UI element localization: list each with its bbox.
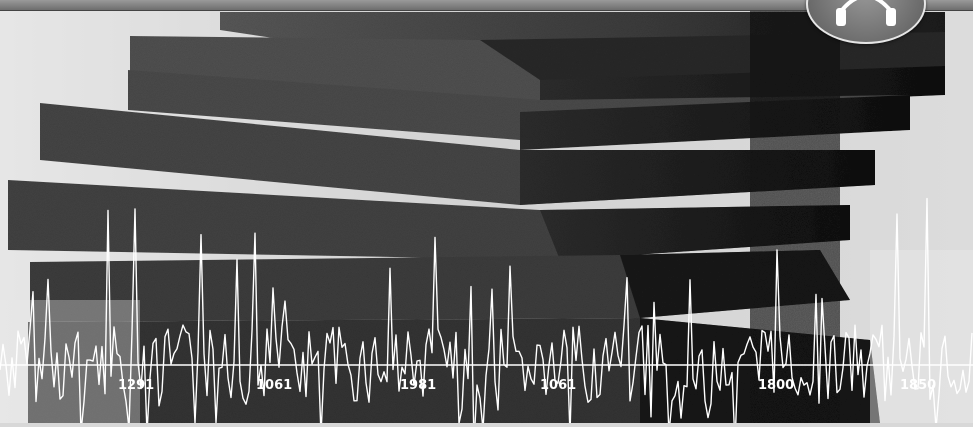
scale-label: 1850 (900, 378, 936, 393)
headphones-icon (836, 0, 896, 26)
scale-label: 1800 (758, 378, 794, 393)
scale-label: 1061 (256, 378, 292, 393)
scale-label: 1061 (540, 378, 576, 393)
audio-waveform (0, 197, 973, 427)
badge (806, 0, 926, 44)
scale-label: 1291 (118, 378, 154, 393)
scale-label: 1981 (400, 378, 436, 393)
waveform-scale: 1291 1061 1981 1061 1800 1850 (118, 378, 936, 393)
top-bar (0, 0, 973, 11)
foam-stack (8, 10, 945, 423)
